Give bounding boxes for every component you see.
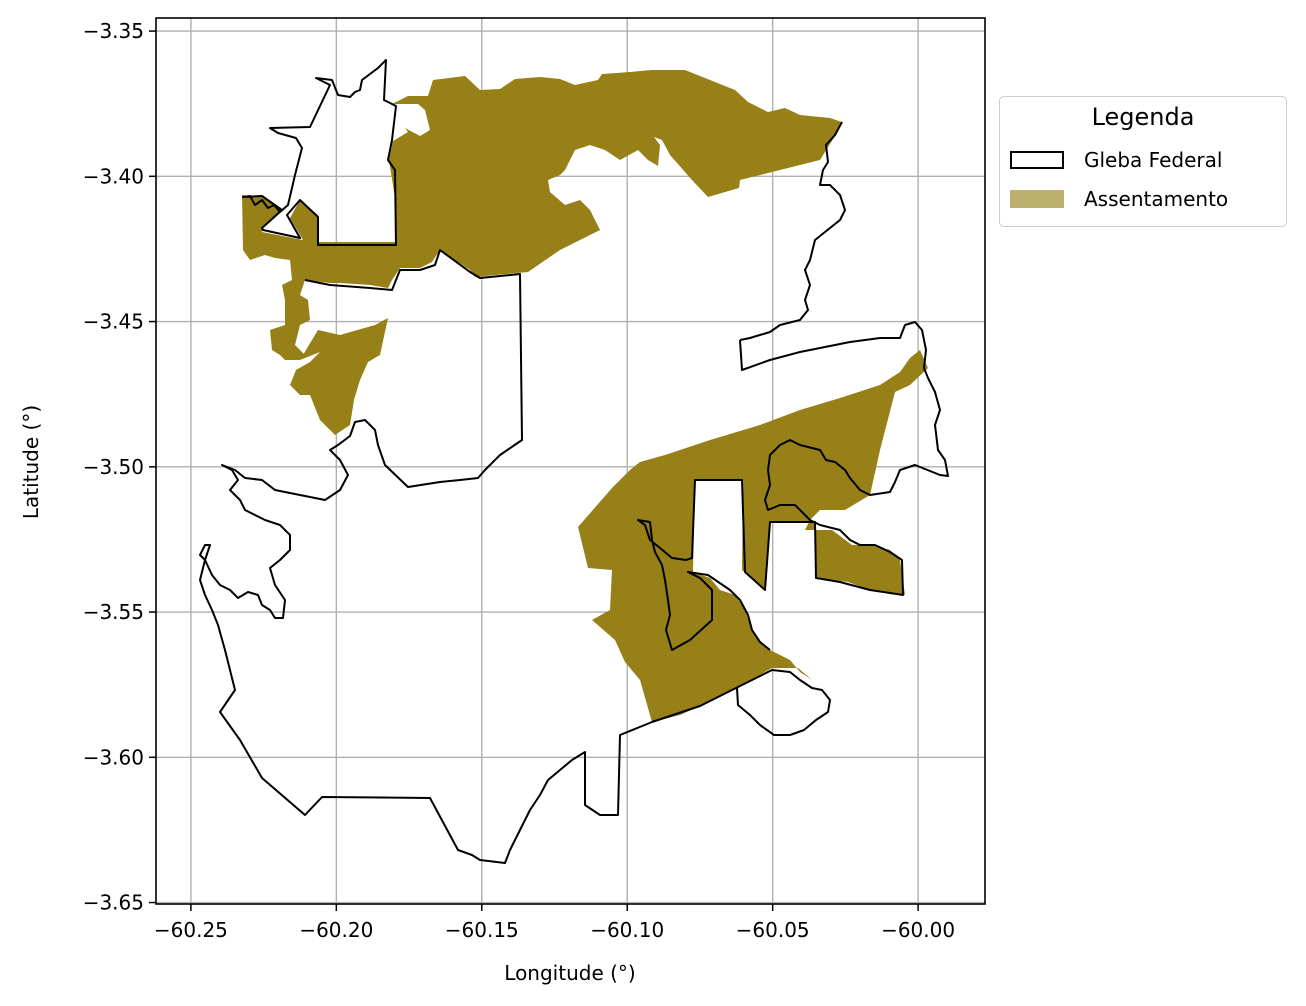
legend-item-assentamento: Assentamento xyxy=(1010,186,1228,212)
x-tick-label: −60.10 xyxy=(590,918,664,942)
x-tick-label: −60.25 xyxy=(154,918,228,942)
y-tick-label: −3.40 xyxy=(83,164,144,188)
y-axis-title: Latitude (°) xyxy=(19,405,43,519)
x-tick-label: −60.00 xyxy=(881,918,955,942)
tick-layer: −60.25 −60.20 −60.15 −60.10 −60.05 −60.00 −3.3… xyxy=(83,19,955,942)
legend-item-gleba-federal: Gleba Federal xyxy=(1010,147,1222,173)
assentamento-north-polygon xyxy=(242,70,842,435)
plot-area-frame xyxy=(155,17,986,905)
gleba-federal-center-polygon xyxy=(199,249,831,864)
y-tick-label: −3.50 xyxy=(83,455,144,479)
gleba-federal-layer xyxy=(199,59,949,864)
legend: Legenda Gleba Federal Assentamento xyxy=(999,96,1287,227)
y-tick-label: −3.35 xyxy=(83,19,144,43)
y-tick-label: −3.45 xyxy=(83,310,144,334)
legend-swatch-outline xyxy=(1010,151,1064,169)
x-axis-title: Longitude (°) xyxy=(504,961,635,985)
legend-label: Gleba Federal xyxy=(1084,148,1223,172)
y-tick-label: −3.55 xyxy=(83,600,144,624)
x-tick-label: −60.20 xyxy=(299,918,373,942)
y-tick-label: −3.60 xyxy=(83,745,144,769)
legend-swatch-filled xyxy=(1010,190,1064,208)
gleba-federal-east-polygon xyxy=(637,121,949,651)
legend-label: Assentamento xyxy=(1084,187,1229,211)
gleba-federal-west-polygon xyxy=(242,59,397,246)
assentamento-east-polygon xyxy=(578,350,928,722)
x-tick-label: −60.05 xyxy=(736,918,810,942)
x-tick-label: −60.15 xyxy=(445,918,519,942)
y-tick-label: −3.65 xyxy=(83,891,144,915)
legend-title: Legenda xyxy=(1091,103,1195,131)
